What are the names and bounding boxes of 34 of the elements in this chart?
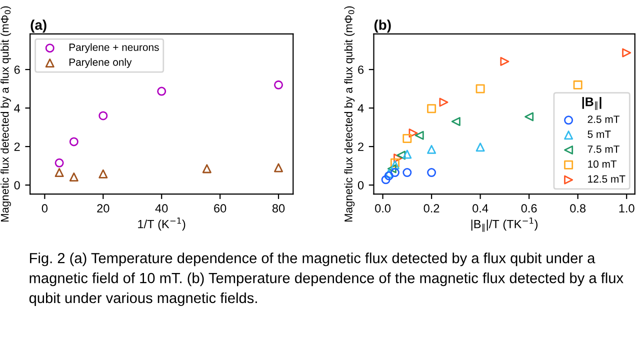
y-tick-label: 0: [14, 181, 20, 190]
caption: Fig. 2 (a) Temperature dependence of the magnetic flux detected by a flux qubit under a magnetic field of 10 mT. (b) Temperature dependence of the magnetic flux detected by a flux qubit under various magnetic fields.: [29, 252, 624, 306]
x-tick-label: 40: [155, 204, 168, 212]
chart-title: (b): [374, 20, 391, 33]
x-tick-label: 60: [214, 204, 226, 212]
y-tick-label: 6: [358, 66, 364, 74]
y-tick-label: 2: [14, 142, 20, 151]
x-tick-label: 0.6: [521, 204, 537, 212]
legend-label: 10 mT: [588, 160, 617, 168]
x-tick-label: 0.8: [570, 204, 586, 212]
legend-label: 7.5 mT: [588, 146, 620, 153]
legend-label: Parylene + neurons: [69, 43, 159, 53]
y-axis-title: Magnetic flux detected by a flux qubit (mΦ$_{0}$): [0, 6, 11, 222]
x-tick-label: 20: [97, 204, 110, 212]
x-tick-label: 1.0: [619, 204, 634, 212]
x-axis-title: 1/T (K$^{−1}$): [138, 218, 186, 231]
y-tick-label: 2: [358, 142, 364, 151]
x-axis-title: |B$_{∥}$|/T (TK$^{−1}$): [471, 218, 538, 232]
y-axis-title: Magnetic flux detected by a flux qubit (mΦ$_{0}$): [344, 6, 355, 222]
x-tick-label: 0.4: [472, 204, 488, 212]
legend-label: 2.5 mT: [588, 116, 620, 123]
legend-title: |B$_{∥}$|: [582, 97, 602, 110]
y-tick-label: 4: [14, 104, 20, 112]
x-tick-label: 80: [272, 204, 285, 212]
y-tick-label: 4: [358, 104, 364, 112]
chart-title: (a): [30, 20, 46, 33]
x-tick-label: 0.0: [375, 204, 391, 212]
x-tick-label: 0.2: [424, 204, 440, 212]
legend-label: 5 mT: [588, 130, 611, 138]
x-tick-label: 0: [42, 204, 48, 212]
legend-label: Parylene only: [69, 58, 132, 68]
legend-label: 12.5 mT: [588, 175, 626, 183]
y-tick-label: 6: [14, 66, 20, 74]
y-tick-label: 0: [358, 181, 364, 190]
